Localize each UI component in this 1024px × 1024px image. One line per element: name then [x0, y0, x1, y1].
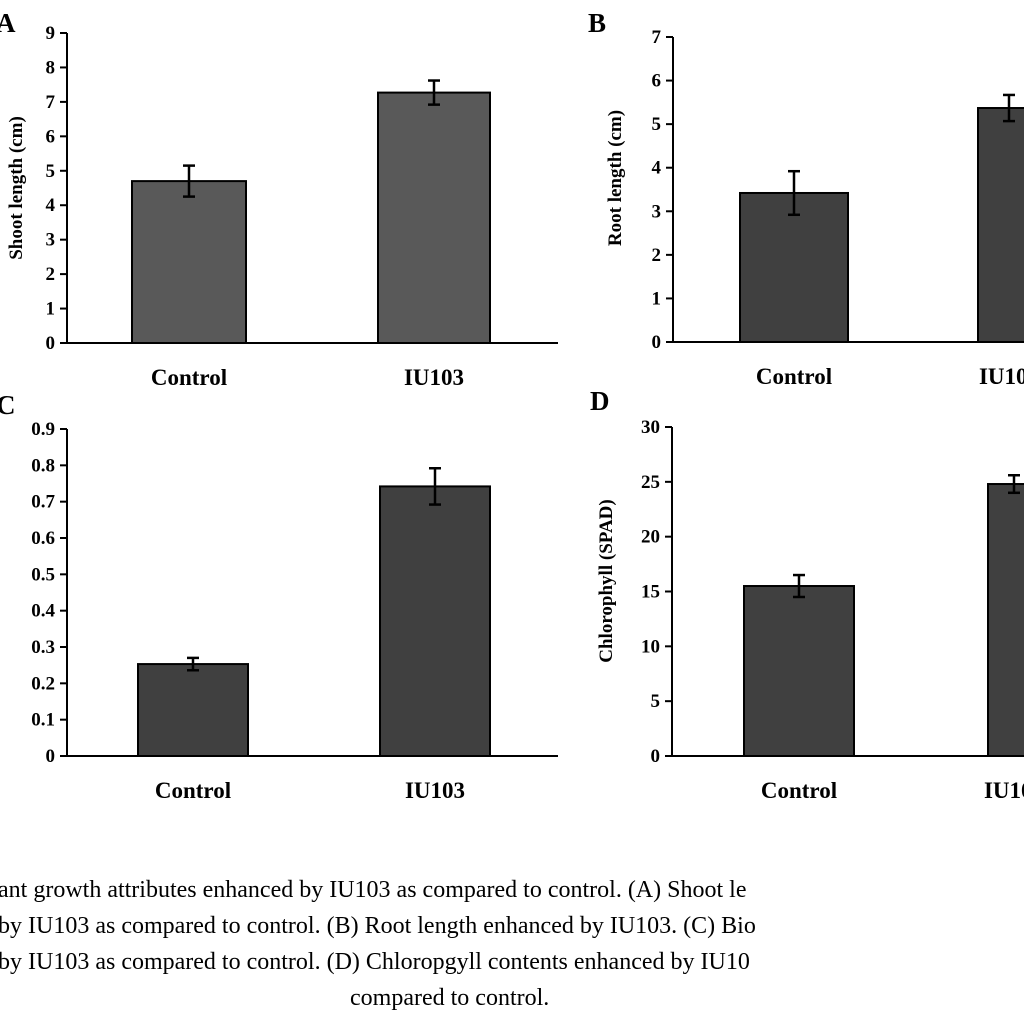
y-tick-label: 7 [46, 92, 56, 113]
bar [131, 180, 247, 344]
bar [987, 483, 1024, 757]
x-category-label: IU103 [984, 778, 1024, 803]
y-tick-label: 3 [652, 201, 662, 222]
y-tick-label: 7 [652, 27, 662, 48]
y-tick-label: 4 [652, 158, 662, 179]
y-tick-label: 9 [46, 23, 56, 44]
caption-line: by IU103 as compared to control. (D) Chl… [0, 949, 750, 975]
bar [377, 91, 491, 345]
bar [379, 485, 491, 757]
bar [739, 191, 849, 343]
y-tick-label: 5 [46, 161, 56, 182]
y-tick-label: 20 [641, 527, 660, 548]
y-tick-label: 2 [652, 245, 662, 266]
figure-caption: ant growth attributes enhanced by IU103 … [0, 868, 1024, 1024]
bar [743, 585, 855, 757]
y-axis-title: Root length (cm) [605, 110, 626, 246]
y-tick-label: 8 [46, 57, 56, 78]
y-tick-label: 1 [652, 288, 662, 309]
chart-panel-b: 0 1 2 3 4 5 6 7 Control IU103 Root length (cm) B [588, 8, 1024, 389]
y-tick-label: 0 [46, 333, 56, 354]
x-category-label: IU103 [979, 364, 1024, 389]
panel-label: A [0, 8, 16, 38]
bar [977, 107, 1024, 344]
y-tick-label: 15 [641, 582, 660, 603]
y-tick-label: 0 [46, 746, 56, 767]
bar [137, 663, 249, 757]
y-tick-label: 25 [641, 472, 660, 493]
chart-panel-c: 0 0.1 0.2 0.3 0.4 0.5 0.6 0.7 0.8 0.9 Control IU103… [0, 390, 558, 803]
chart-panel-a: 0 1 2 3 4 5 6 7 8 9 Control IU103 Shoot length (cm) A [0, 8, 558, 390]
y-tick-label: 0.5 [31, 564, 55, 585]
x-category-label: IU103 [405, 778, 465, 803]
caption-line: ant growth attributes enhanced by IU103 … [0, 877, 747, 903]
y-tick-label: 0.7 [31, 492, 55, 513]
y-tick-label: 10 [641, 636, 660, 657]
y-tick-label: 0.1 [31, 710, 55, 731]
y-tick-label: 0.8 [31, 455, 55, 476]
x-category-label: Control [155, 778, 231, 803]
y-tick-label: 2 [46, 264, 56, 285]
y-tick-label: 0.4 [31, 601, 55, 622]
y-axis-title: Chlorophyll (SPAD) [596, 499, 617, 662]
y-tick-label: 0.2 [31, 673, 55, 694]
panel-label: D [590, 386, 610, 416]
y-tick-label: 6 [652, 71, 662, 92]
y-tick-label: 0 [652, 332, 662, 353]
y-tick-label: 4 [46, 195, 56, 216]
y-tick-label: 1 [46, 299, 56, 320]
y-tick-label: 0.9 [31, 419, 55, 440]
y-axis-title: Shoot length (cm) [6, 116, 27, 260]
caption-line: compared to control. [350, 985, 550, 1011]
x-category-label: Control [756, 364, 832, 389]
panel-label: C [0, 390, 16, 420]
y-tick-label: 0.3 [31, 637, 55, 658]
y-tick-label: 0.6 [31, 528, 55, 549]
y-tick-label: 6 [46, 126, 56, 147]
y-tick-label: 5 [651, 691, 661, 712]
y-tick-label: 30 [641, 417, 660, 438]
caption-line: by IU103 as compared to control. (B) Roo… [0, 913, 756, 939]
y-tick-label: 5 [652, 114, 662, 135]
y-tick-label: 3 [46, 230, 56, 251]
x-category-label: Control [151, 365, 227, 390]
chart-panel-d: 0 5 10 15 20 25 30 Control IU103 Chlorophyll (SPA… [590, 386, 1024, 803]
x-category-label: IU103 [404, 365, 464, 390]
panel-label: B [588, 8, 606, 38]
x-category-label: Control [761, 778, 837, 803]
y-tick-label: 0 [651, 746, 661, 767]
